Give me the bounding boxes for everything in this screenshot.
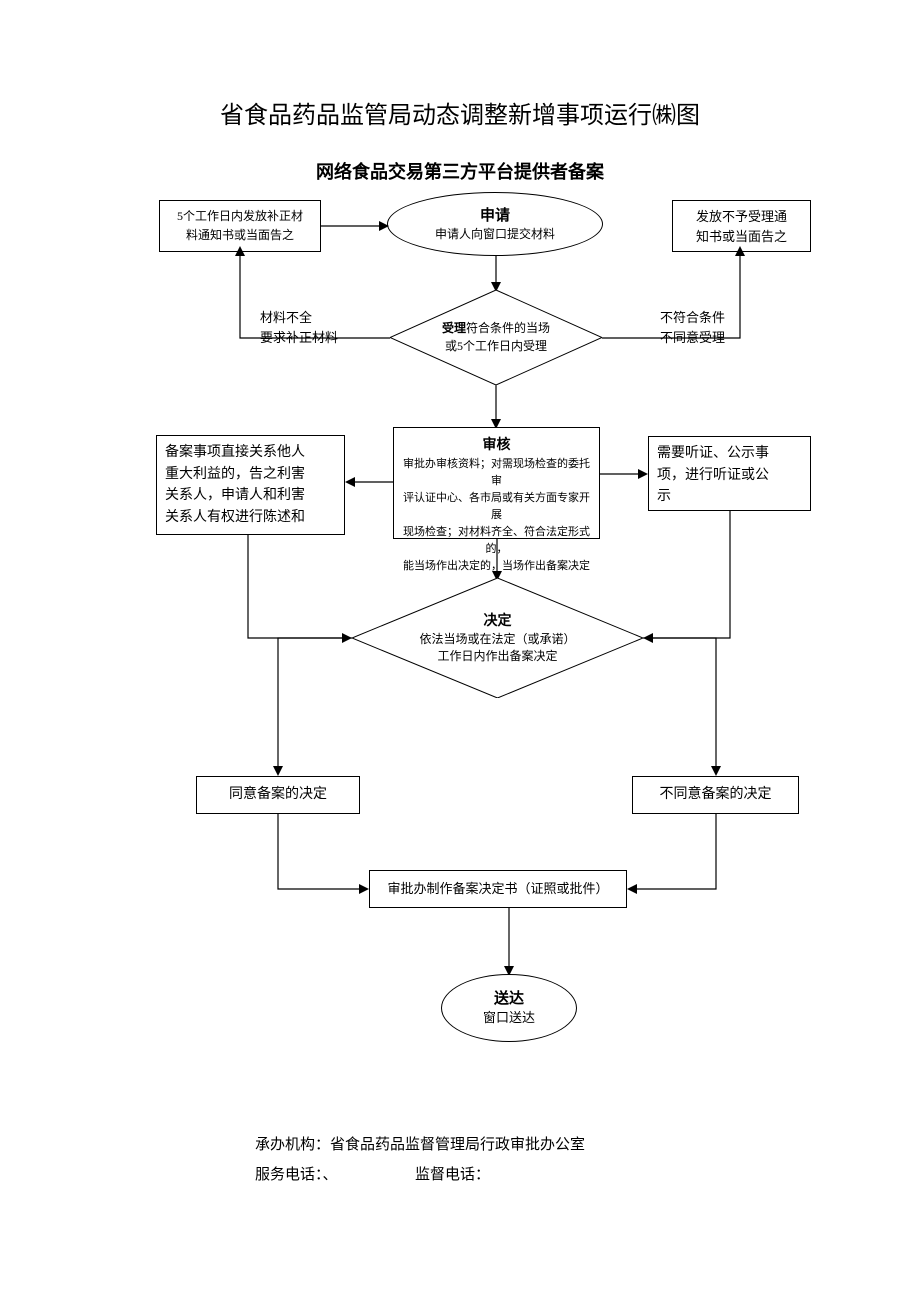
connector (639, 511, 740, 647)
footer: 承办机构：省食品药品监督管理局行政审批办公室 服务电话：、 监督电话： (255, 1130, 585, 1190)
arrow (503, 908, 515, 976)
arrow (491, 539, 503, 581)
text: 关系人有权进行陈述和 (165, 507, 336, 529)
title: 决定 (484, 610, 512, 630)
node-agree: 同意备案的决定 (196, 776, 360, 814)
text: 关系人，申请人和利害 (165, 485, 336, 507)
flowchart-canvas: 5个工作日内发放补正材 料通知书或当面告之 发放不予受理通 知书或当面告之 申请… (0, 190, 920, 1120)
node-top-right: 发放不予受理通 知书或当面告之 (672, 200, 811, 252)
text: 知书或当面告之 (681, 227, 802, 247)
subtitle: 网络食品交易第三方平台提供者备案 (0, 158, 920, 184)
connector (639, 632, 725, 780)
arrow (600, 468, 648, 480)
text: 依法当场或在法定（或承诺） (419, 631, 575, 648)
node-hearing: 需要听证、公示事 项，进行听证或公 示 (648, 436, 811, 511)
title: 送达 (494, 988, 524, 1009)
org-value: 省食品药品监督管理局行政审批办公室 (330, 1137, 585, 1153)
arrow (490, 385, 502, 429)
text: 需要听证、公示事 (657, 443, 802, 465)
text: 示 (657, 486, 802, 508)
title: 申请 (480, 205, 510, 226)
page-title: 省食品药品监管局动态调整新增事项运行㈱图 (0, 95, 920, 130)
text: 料通知书或当面告之 (168, 226, 312, 245)
node-review: 审核 审批办审核资料；对需现场检查的委托审 评认证中心、各市局或有关方面专家开展… (393, 427, 600, 539)
text: 项，进行听证或公 (657, 465, 802, 487)
connector (234, 246, 392, 346)
text: 审批办制作备案决定书（证照或批件） (387, 879, 608, 899)
node-left-party: 备案事项直接关系他人 重大利益的，告之利害 关系人，申请人和利害 关系人有权进行… (156, 435, 345, 535)
text: 不同意备案的决定 (660, 784, 772, 806)
arrow (490, 256, 502, 292)
text: 评认证中心、各市局或有关方面专家开展 (402, 490, 591, 524)
service-phone-label: 服务电话：、 (255, 1167, 338, 1183)
text: 审批办审核资料；对需现场检查的委托审 (402, 456, 591, 490)
connector (242, 535, 356, 647)
connector (272, 814, 373, 896)
org-label: 承办机构： (255, 1137, 330, 1153)
node-accept: 受理符合条件的当场 或5个工作日内受理 (390, 290, 602, 385)
connector (602, 246, 750, 346)
supervise-phone-label: 监督电话： (415, 1167, 490, 1183)
node-decide: 决定 依法当场或在法定（或承诺） 工作日内作出备案决定 (352, 578, 643, 698)
node-deliver: 送达 窗口送达 (441, 974, 577, 1042)
sub: 申请人向窗口提交材料 (435, 226, 555, 243)
text: 备案事项直接关系他人 (165, 442, 336, 464)
text: 发放不予受理通 (681, 207, 802, 227)
connector (623, 814, 724, 896)
arrow (345, 476, 393, 488)
text: 5个工作日内发放补正材 (168, 207, 312, 226)
line: 受理符合条件的当场 (442, 320, 550, 337)
text: 重大利益的，告之利害 (165, 464, 336, 486)
line: 或5个工作日内受理 (445, 338, 547, 355)
connector (272, 632, 356, 780)
node-top-left: 5个工作日内发放补正材 料通知书或当面告之 (159, 200, 321, 252)
node-doc: 审批办制作备案决定书（证照或批件） (369, 870, 627, 908)
text: 同意备案的决定 (229, 784, 327, 806)
title: 审核 (402, 434, 591, 456)
sub: 窗口送达 (483, 1009, 535, 1027)
node-apply: 申请 申请人向窗口提交材料 (387, 192, 603, 256)
node-disagree: 不同意备案的决定 (632, 776, 799, 814)
arrow (321, 220, 389, 232)
text: 工作日内作出备案决定 (437, 648, 557, 665)
